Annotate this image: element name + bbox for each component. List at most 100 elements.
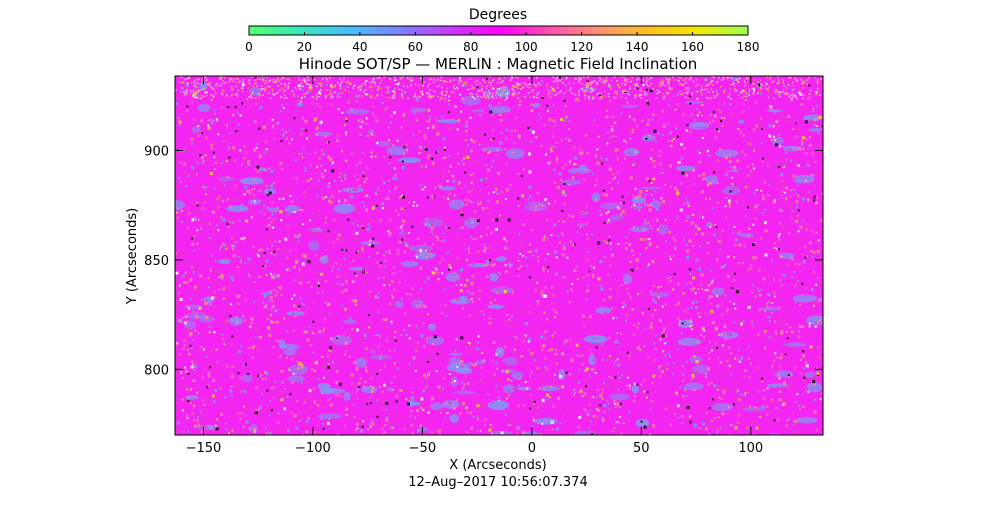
field-speck	[431, 270, 434, 273]
field-speck	[436, 271, 439, 274]
field-patch-low	[288, 364, 309, 375]
field-speck	[741, 405, 744, 408]
field-speck	[300, 383, 303, 386]
field-speck	[774, 242, 777, 245]
field-speck	[639, 427, 642, 430]
field-speck	[492, 258, 495, 261]
field-speck	[206, 386, 209, 389]
field-speck	[465, 122, 468, 125]
field-speck	[638, 332, 641, 335]
field-speck	[686, 307, 689, 310]
field-speck	[364, 181, 366, 184]
field-speck	[221, 218, 225, 222]
field-speck	[484, 133, 486, 136]
field-speck	[677, 265, 680, 268]
field-speck	[650, 322, 653, 325]
field-speck	[554, 360, 557, 363]
field-speck	[630, 126, 633, 129]
field-speck	[416, 256, 418, 259]
field-speck	[629, 272, 632, 275]
field-patch-low	[715, 149, 739, 158]
field-speck	[794, 377, 797, 380]
field-speck	[273, 213, 276, 216]
field-speck	[280, 348, 283, 351]
field-speck	[263, 252, 266, 254]
field-speck	[467, 397, 470, 400]
field-speck	[760, 223, 763, 226]
field-speck	[698, 342, 701, 345]
field-speck	[727, 433, 730, 435]
field-speck	[498, 102, 501, 105]
field-speck	[206, 355, 209, 358]
field-speck	[477, 335, 480, 338]
field-speck	[719, 110, 722, 113]
field-speck	[253, 200, 256, 203]
field-speck	[269, 319, 272, 322]
field-speck	[789, 427, 791, 430]
field-speck	[227, 226, 230, 229]
field-speck	[326, 141, 328, 144]
field-speck	[503, 99, 506, 102]
field-speck	[500, 386, 503, 389]
field-speck	[624, 222, 627, 225]
field-speck	[730, 169, 733, 172]
field-speck	[541, 80, 543, 83]
field-speck	[795, 84, 798, 87]
field-speck	[306, 430, 309, 433]
field-speck	[815, 231, 818, 234]
field-speck	[291, 312, 295, 316]
field-speck	[300, 96, 303, 99]
field-speck	[676, 196, 680, 200]
field-speck	[403, 431, 406, 434]
field-speck	[376, 312, 378, 315]
field-speck	[207, 126, 211, 130]
field-speck	[796, 237, 798, 240]
field-speck	[355, 407, 358, 410]
field-speck	[439, 98, 442, 101]
field-speck	[606, 104, 608, 106]
field-speck	[564, 194, 567, 197]
field-speck	[412, 105, 415, 108]
field-speck	[630, 270, 633, 273]
field-speck	[593, 266, 596, 269]
field-speck	[467, 144, 469, 147]
field-speck	[211, 369, 214, 372]
field-speck	[519, 103, 522, 106]
field-speck	[576, 97, 579, 100]
field-speck	[279, 210, 283, 214]
field-speck	[340, 150, 343, 153]
field-speck	[642, 138, 645, 141]
field-speck	[771, 260, 774, 262]
field-speck	[478, 81, 482, 85]
field-speck	[503, 247, 506, 250]
field-speck	[561, 276, 564, 279]
field-speck	[674, 248, 677, 251]
field-speck	[642, 390, 646, 393]
field-speck	[205, 299, 208, 302]
field-speck	[644, 219, 647, 222]
field-patch-low	[495, 256, 507, 262]
field-speck	[192, 271, 195, 273]
field-speck	[820, 227, 823, 230]
field-speck	[686, 256, 690, 259]
field-speck	[253, 178, 256, 181]
field-speck	[711, 164, 714, 167]
field-speck	[685, 394, 688, 397]
field-speck	[565, 116, 568, 119]
field-speck	[417, 296, 421, 300]
field-speck	[265, 371, 269, 375]
field-speck	[291, 144, 294, 147]
field-speck	[530, 408, 533, 411]
field-speck	[821, 192, 823, 195]
field-speck	[269, 399, 272, 402]
field-speck	[804, 307, 807, 310]
field-speck	[210, 396, 212, 399]
field-speck	[417, 160, 420, 163]
field-speck	[817, 239, 820, 242]
field-speck	[478, 128, 481, 131]
field-speck	[606, 85, 608, 88]
field-speck	[479, 143, 483, 147]
field-patch-low	[445, 272, 461, 283]
field-speck	[249, 397, 252, 400]
field-speck	[702, 422, 706, 426]
